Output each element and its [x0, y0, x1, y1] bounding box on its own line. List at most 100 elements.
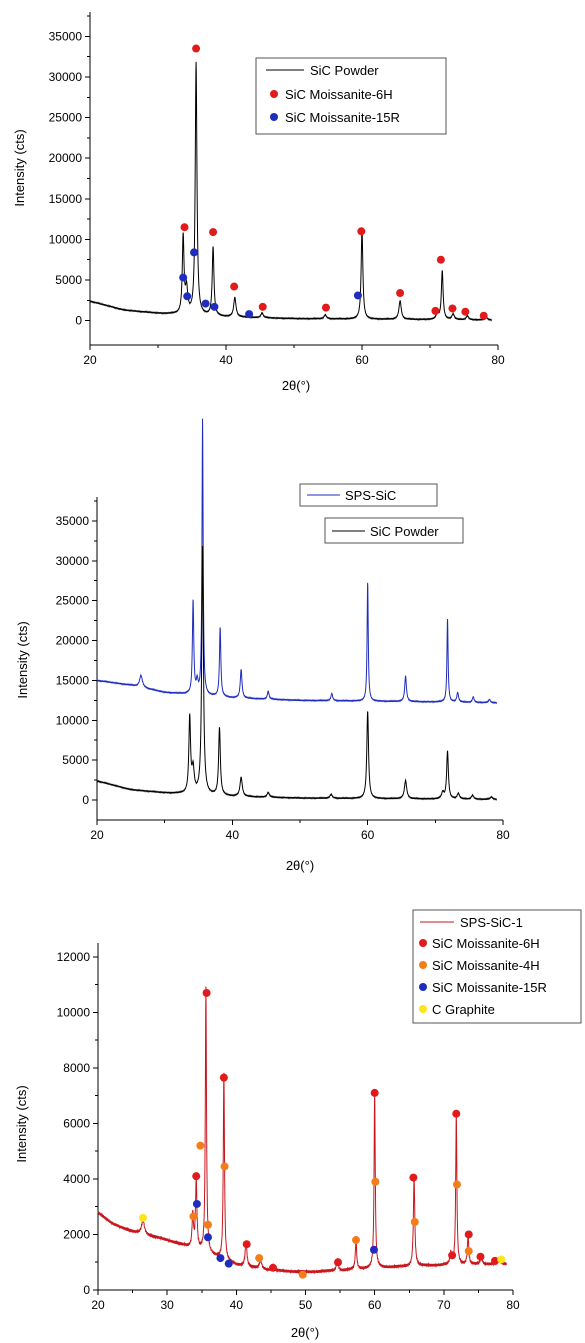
- marker-sic-moissanite-4h: [464, 1247, 473, 1256]
- x-tick-label: 60: [368, 1298, 382, 1312]
- y-tick-label: 5000: [55, 273, 82, 287]
- y-axis-label: Intensity (cts): [12, 129, 27, 206]
- plot-area: [97, 986, 507, 1279]
- x-tick-label: 40: [226, 828, 240, 842]
- y-tick-label: 8000: [63, 1061, 90, 1075]
- y-tick-label: 20000: [56, 634, 90, 648]
- marker-sic-moissanite-4h: [351, 1236, 360, 1245]
- legend-marker-moissanite-15r: [270, 113, 278, 121]
- y-tick-label: 35000: [49, 29, 83, 43]
- y-tick-label: 35000: [56, 514, 90, 528]
- y-tick-label: 15000: [56, 673, 90, 687]
- x-tick-label: 60: [361, 828, 375, 842]
- marker-sic-moissanite-15r: [369, 1245, 378, 1254]
- series-line-sic-powder: [89, 61, 492, 322]
- x-tick-label: 20: [90, 828, 104, 842]
- marker-sic-moissanite-15r: [224, 1259, 233, 1268]
- marker-c-graphite: [497, 1255, 506, 1264]
- marker-sic-moissanite-4h: [203, 1220, 212, 1229]
- marker-sic-moissanite-4h: [298, 1270, 307, 1279]
- xrd-chart-sps-sic-1: 0 2000 4000 6000 8000 10000 12000 20 30 40 50 60 70 8…: [14, 909, 582, 1340]
- marker-sic-moissanite-15r: [179, 273, 188, 282]
- marker-c-graphite: [138, 1213, 147, 1222]
- marker-sic-moissanite-15r: [245, 310, 254, 319]
- marker-sic-moissanite-15r: [190, 248, 199, 257]
- marker-sic-moissanite-6h: [209, 228, 218, 237]
- y-tick-label: 15000: [49, 192, 83, 206]
- legend-label-moissanite-6h: SiC Moissanite-6H: [285, 87, 393, 102]
- marker-sic-moissanite-6h: [321, 303, 330, 312]
- y-tick-label: 10000: [57, 1005, 91, 1019]
- legend-label-sic-powder: SiC Powder: [370, 524, 439, 539]
- legend-label-sps-sic-1: SPS-SiC-1: [460, 915, 523, 930]
- legend-label-moissanite-15r: SiC Moissanite-15R: [285, 110, 400, 125]
- y-tick-label: 0: [83, 1283, 90, 1297]
- legend-marker-moissanite-6h: [270, 90, 278, 98]
- marker-sic-moissanite-6h: [202, 988, 211, 997]
- marker-sic-moissanite-6h: [431, 306, 440, 315]
- x-tick-label: 60: [355, 353, 369, 367]
- marker-sic-moissanite-6h: [436, 255, 445, 264]
- legend-box: [412, 909, 582, 1024]
- x-tick-label: 80: [496, 828, 510, 842]
- marker-sic-moissanite-15r: [192, 1199, 201, 1208]
- marker-sic-moissanite-6h: [396, 289, 405, 298]
- marker-sic-moissanite-6h: [461, 307, 470, 316]
- series-line-sps-sic: [96, 418, 497, 705]
- marker-sic-moissanite-6h: [370, 1088, 379, 1097]
- marker-sic-moissanite-6h: [452, 1109, 461, 1118]
- y-tick-label: 6000: [63, 1116, 90, 1130]
- plot-area: [96, 418, 497, 801]
- y-tick-label: 10000: [56, 713, 90, 727]
- y-tick-label: 10000: [49, 232, 83, 246]
- marker-sic-moissanite-15r: [183, 292, 192, 301]
- marker-sic-moissanite-15r: [201, 299, 210, 308]
- marker-sic-moissanite-15r: [203, 1233, 212, 1242]
- legend-marker-c-graphite: [419, 1005, 427, 1013]
- legend-box: [255, 57, 447, 135]
- legend-label-moissanite-15r: SiC Moissanite-15R: [432, 980, 547, 995]
- y-tick-label: 4000: [63, 1172, 90, 1186]
- x-axis-label: 2θ(°): [286, 858, 314, 873]
- marker-sic-moissanite-6h: [479, 311, 488, 320]
- marker-sic-moissanite-6h: [448, 1251, 457, 1260]
- y-tick-label: 30000: [49, 70, 83, 84]
- marker-sic-moissanite-4h: [371, 1177, 380, 1186]
- marker-sic-moissanite-4h: [255, 1254, 264, 1263]
- marker-sic-moissanite-6h: [230, 282, 239, 291]
- x-tick-label: 50: [299, 1298, 313, 1312]
- plot-area: [89, 44, 492, 322]
- legend-marker-moissanite-6h: [419, 939, 427, 947]
- marker-sic-moissanite-4h: [220, 1162, 229, 1171]
- legend: SPS-SiC-1 SiC Moissanite-6H SiC Moissani…: [412, 909, 582, 1024]
- xrd-chart-sic-powder: 0 5000 10000 15000 20000 25000 30000 35000 20 40 6…: [12, 12, 505, 393]
- marker-sic-moissanite-4h: [452, 1180, 461, 1189]
- marker-sic-moissanite-6h: [219, 1073, 228, 1082]
- x-axis-label: 2θ(°): [291, 1325, 319, 1340]
- axes: 0 2000 4000 6000 8000 10000 12000 20 30 40 50 60 70 8…: [57, 943, 520, 1312]
- marker-sic-moissanite-6h: [242, 1240, 251, 1249]
- marker-sic-moissanite-6h: [192, 1172, 201, 1181]
- legend: SiC Powder SiC Moissanite-6H SiC Moissan…: [255, 57, 447, 135]
- legend-box-sps: [299, 483, 438, 507]
- x-tick-label: 20: [83, 353, 97, 367]
- y-tick-label: 12000: [57, 950, 91, 964]
- x-tick-label: 40: [219, 353, 233, 367]
- marker-sic-moissanite-15r: [216, 1254, 225, 1263]
- marker-sic-moissanite-6h: [409, 1173, 418, 1182]
- legend-label-moissanite-4h: SiC Moissanite-4H: [432, 958, 540, 973]
- xrd-chart-sps-vs-powder: 0 5000 10000 15000 20000 25000 30000 35000 20 40 6…: [15, 418, 510, 873]
- x-tick-label: 80: [491, 353, 505, 367]
- legend-marker-moissanite-4h: [419, 961, 427, 969]
- axes: 0 5000 10000 15000 20000 25000 30000 35000 20 40 6…: [56, 497, 510, 842]
- marker-sic-moissanite-4h: [410, 1217, 419, 1226]
- legend-label-sps-sic: SPS-SiC: [345, 488, 396, 503]
- y-tick-label: 0: [82, 793, 89, 807]
- marker-sic-moissanite-4h: [196, 1141, 205, 1150]
- y-tick-label: 0: [75, 314, 82, 328]
- legend-label-c-graphite: C Graphite: [432, 1002, 495, 1017]
- x-tick-label: 80: [506, 1298, 520, 1312]
- x-axis-label: 2θ(°): [282, 378, 310, 393]
- legend-label-moissanite-6h: SiC Moissanite-6H: [432, 936, 540, 951]
- marker-sic-moissanite-6h: [357, 227, 366, 236]
